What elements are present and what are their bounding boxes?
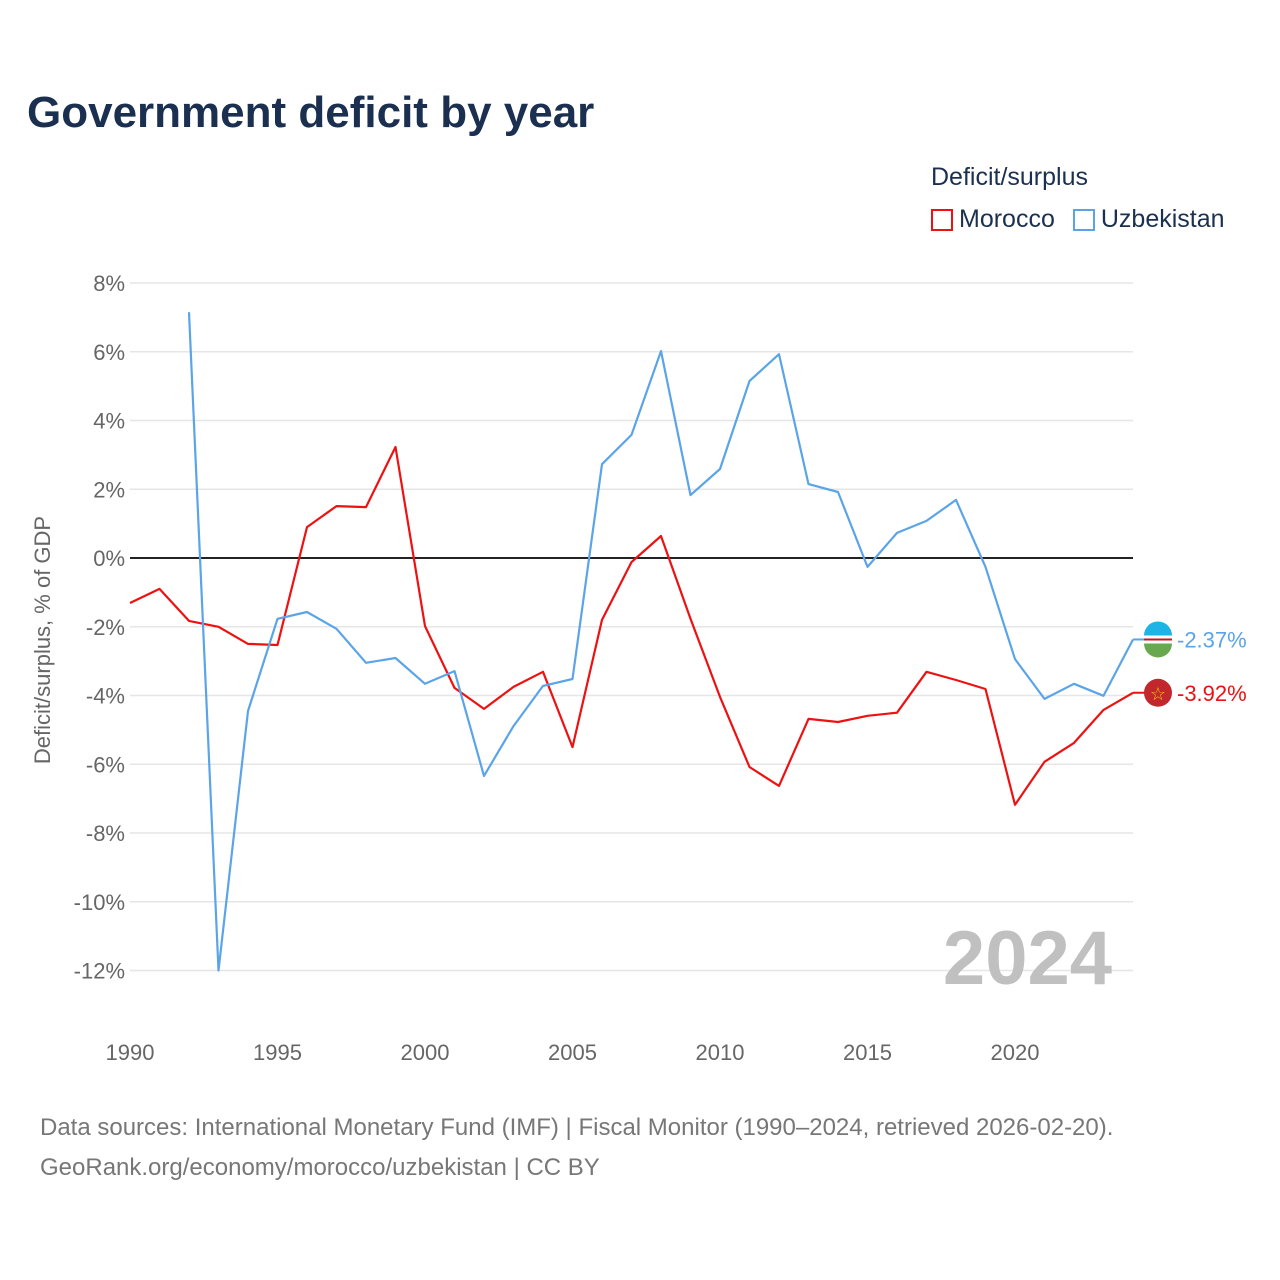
x-tick-label: 1990 [106, 1040, 155, 1065]
y-tick-label: -6% [86, 752, 125, 777]
source-line-1: Data sources: International Monetary Fun… [40, 1114, 1114, 1141]
flag-star-icon: ☆ [1150, 684, 1166, 704]
x-tick-label: 1995 [253, 1040, 302, 1065]
y-tick-label: 6% [93, 340, 125, 365]
y-tick-label: -10% [74, 890, 125, 915]
x-tick-label: 2015 [843, 1040, 892, 1065]
y-tick-label: 8% [93, 271, 125, 296]
y-tick-label: 4% [93, 409, 125, 434]
y-axis-label: Deficit/surplus, % of GDP [30, 516, 55, 764]
year-watermark: 2024 [943, 916, 1112, 1001]
end-value-label: -2.37% [1177, 627, 1247, 652]
flag-stripe-icon [1144, 643, 1172, 658]
series-line-uzbekistan [187, 312, 1134, 972]
series-line-morocco [129, 445, 1134, 806]
chart-title: Government deficit by year [27, 88, 595, 137]
y-tick-label: -12% [74, 959, 125, 984]
legend-item-morocco[interactable]: Morocco [931, 205, 1055, 234]
y-tick-label: 0% [93, 546, 125, 571]
end-value-label: -3.92% [1177, 681, 1247, 706]
x-tick-label: 2000 [401, 1040, 450, 1065]
x-tick-label: 2010 [696, 1040, 745, 1065]
legend: Morocco Uzbekistan [931, 205, 1225, 234]
source-note: Data sources: International Monetary Fun… [40, 1108, 1113, 1188]
legend-label: Uzbekistan [1100, 205, 1225, 233]
flag-stripe-icon [1144, 621, 1172, 636]
y-tick-label: -8% [86, 821, 125, 846]
y-tick-label: -2% [86, 615, 125, 640]
legend-swatch-morocco [931, 208, 953, 231]
legend-title: Deficit/surplus [931, 163, 1088, 191]
x-tick-label: 2020 [991, 1040, 1040, 1065]
legend-label: Morocco [959, 205, 1055, 233]
source-line-2[interactable]: GeoRank.org/economy/morocco/uzbekistan |… [40, 1154, 600, 1181]
legend-item-uzbekistan[interactable]: Uzbekistan [1072, 205, 1225, 234]
y-tick-label: 2% [93, 477, 125, 502]
morocco-flag-icon [1144, 678, 1172, 707]
legend-swatch-uzbekistan [1072, 208, 1095, 231]
x-tick-label: 2005 [548, 1040, 597, 1065]
y-tick-label: -4% [86, 684, 125, 709]
